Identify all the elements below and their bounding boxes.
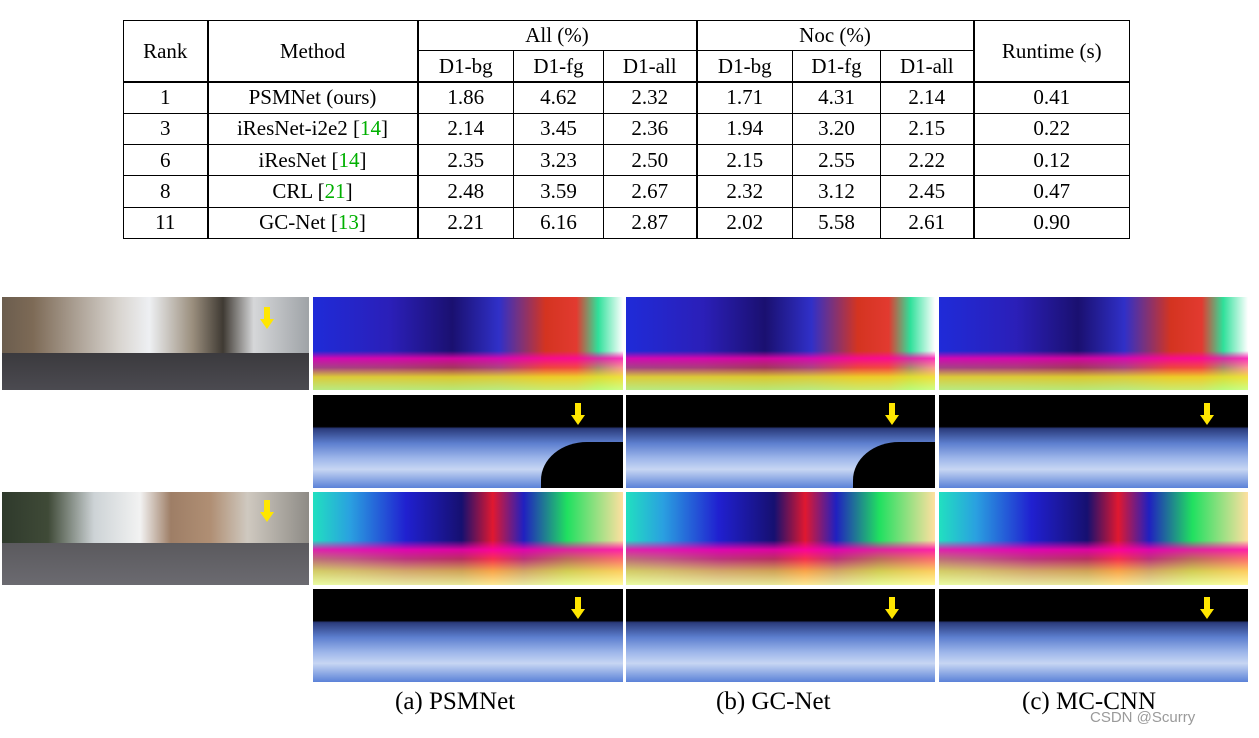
rank-cell: 1 bbox=[123, 81, 208, 114]
rank-cell: 3 bbox=[123, 112, 208, 146]
caption-mccnn: (c) MC-CNN bbox=[1022, 688, 1157, 715]
noc-d1fg-cell: 2.55 bbox=[792, 144, 881, 177]
method-cell: PSMNet (ours) bbox=[206, 81, 418, 114]
header-all-d1bg: D1-bg bbox=[416, 50, 514, 83]
all-d1all-cell: 2.67 bbox=[603, 175, 697, 208]
citation-link[interactable]: 21 bbox=[324, 179, 346, 204]
runtime-cell: 0.22 bbox=[972, 112, 1131, 146]
header-rank: Rank bbox=[123, 20, 208, 83]
method-name: GC-Net bbox=[259, 210, 326, 235]
psmnet-error-map-1 bbox=[313, 395, 623, 488]
gcnet-error-map-2 bbox=[626, 589, 935, 682]
table-row: 8 CRL [21] 2.48 3.59 2.67 2.32 3.12 2.45… bbox=[123, 175, 1131, 208]
watermark: CSDN @Scurry bbox=[1090, 709, 1196, 726]
table-row: 6 iResNet [14] 2.35 3.23 2.50 2.15 2.55 … bbox=[123, 144, 1131, 177]
all-d1all-cell: 2.32 bbox=[603, 81, 697, 114]
all-d1all-cell: 2.50 bbox=[603, 144, 697, 177]
noc-d1fg-cell: 3.20 bbox=[792, 112, 881, 146]
all-d1fg-cell: 3.59 bbox=[513, 175, 604, 208]
yellow-arrow-icon bbox=[1200, 403, 1214, 425]
header-all-group: All (%) bbox=[416, 19, 697, 52]
rank-cell: 8 bbox=[123, 175, 208, 208]
mccnn-error-map-2 bbox=[939, 589, 1248, 682]
all-d1bg-cell: 2.14 bbox=[416, 112, 514, 146]
method-name: CRL bbox=[272, 179, 313, 204]
yellow-arrow-icon bbox=[885, 597, 899, 619]
header-noc-group: Noc (%) bbox=[695, 19, 975, 52]
header-noc-d1fg: D1-fg bbox=[792, 50, 881, 83]
input-street-photo-1 bbox=[2, 297, 309, 390]
method-cell: CRL [21] bbox=[206, 175, 418, 208]
header-method: Method bbox=[206, 20, 418, 83]
yellow-arrow-icon bbox=[1200, 597, 1214, 619]
gcnet-disparity-map-1 bbox=[626, 297, 935, 390]
all-d1fg-cell: 6.16 bbox=[513, 206, 604, 240]
header-noc-d1all: D1-all bbox=[879, 50, 975, 83]
all-d1bg-cell: 2.48 bbox=[416, 175, 514, 208]
runtime-cell: 0.41 bbox=[972, 81, 1131, 114]
table-row: 1 PSMNet (ours) 1.86 4.62 2.32 1.71 4.31… bbox=[123, 81, 1131, 114]
yellow-arrow-icon bbox=[571, 403, 585, 425]
all-d1all-cell: 2.87 bbox=[603, 206, 697, 240]
caption-psmnet: (a) PSMNet bbox=[395, 688, 516, 715]
psmnet-error-map-2 bbox=[313, 589, 623, 682]
noc-d1bg-cell: 2.15 bbox=[695, 144, 793, 177]
gcnet-disparity-map-2 bbox=[626, 492, 935, 585]
header-noc-d1bg: D1-bg bbox=[695, 50, 793, 83]
yellow-arrow-icon bbox=[571, 597, 585, 619]
header-all-d1fg: D1-fg bbox=[513, 50, 604, 83]
all-d1bg-cell: 2.21 bbox=[416, 206, 514, 240]
yellow-arrow-icon bbox=[260, 307, 274, 329]
noc-d1bg-cell: 1.94 bbox=[695, 112, 793, 146]
runtime-cell: 0.12 bbox=[972, 144, 1131, 177]
method-cell: iResNet [14] bbox=[206, 144, 418, 177]
runtime-cell: 0.47 bbox=[972, 175, 1131, 208]
noc-d1bg-cell: 2.32 bbox=[695, 175, 793, 208]
noc-d1all-cell: 2.45 bbox=[879, 175, 975, 208]
rank-cell: 6 bbox=[123, 144, 208, 177]
mccnn-disparity-map-1 bbox=[939, 297, 1248, 390]
rank-cell: 11 bbox=[123, 206, 208, 240]
noc-d1all-cell: 2.22 bbox=[879, 144, 975, 177]
method-name: PSMNet (ours) bbox=[248, 85, 377, 110]
noc-d1all-cell: 2.61 bbox=[879, 206, 975, 240]
all-d1fg-cell: 3.45 bbox=[513, 112, 604, 146]
header-runtime: Runtime (s) bbox=[972, 20, 1131, 83]
mccnn-error-map-1 bbox=[939, 395, 1248, 488]
all-d1bg-cell: 2.35 bbox=[416, 144, 514, 177]
citation-link[interactable]: 14 bbox=[360, 116, 382, 141]
noc-d1fg-cell: 5.58 bbox=[792, 206, 881, 240]
all-d1bg-cell: 1.86 bbox=[416, 81, 514, 114]
all-d1all-cell: 2.36 bbox=[603, 112, 697, 146]
psmnet-disparity-map-1 bbox=[313, 297, 623, 390]
results-table: Rank Method All (%) Noc (%) Runtime (s) … bbox=[123, 19, 1131, 240]
caption-gcnet: (b) GC-Net bbox=[716, 688, 831, 715]
method-cell: iResNet-i2e2 [14] bbox=[206, 112, 418, 146]
noc-d1fg-cell: 3.12 bbox=[792, 175, 881, 208]
table-row: 3 iResNet-i2e2 [14] 2.14 3.45 2.36 1.94 … bbox=[123, 112, 1131, 146]
noc-d1fg-cell: 4.31 bbox=[792, 81, 881, 114]
noc-d1bg-cell: 2.02 bbox=[695, 206, 793, 240]
all-d1fg-cell: 3.23 bbox=[513, 144, 604, 177]
citation-link[interactable]: 13 bbox=[337, 210, 359, 235]
psmnet-disparity-map-2 bbox=[313, 492, 623, 585]
input-street-photo-2 bbox=[2, 492, 309, 585]
runtime-cell: 0.90 bbox=[972, 206, 1131, 240]
mccnn-disparity-map-2 bbox=[939, 492, 1248, 585]
method-cell: GC-Net [13] bbox=[206, 206, 418, 240]
yellow-arrow-icon bbox=[260, 500, 274, 522]
all-d1fg-cell: 4.62 bbox=[513, 81, 604, 114]
header-all-d1all: D1-all bbox=[603, 50, 697, 83]
table-row: 11 GC-Net [13] 2.21 6.16 2.87 2.02 5.58 … bbox=[123, 206, 1131, 240]
method-name: iResNet bbox=[258, 147, 327, 172]
gcnet-error-map-1 bbox=[626, 395, 935, 488]
method-name: iResNet-i2e2 bbox=[236, 116, 348, 141]
noc-d1all-cell: 2.14 bbox=[879, 81, 975, 114]
yellow-arrow-icon bbox=[885, 403, 899, 425]
noc-d1all-cell: 2.15 bbox=[879, 112, 975, 146]
noc-d1bg-cell: 1.71 bbox=[695, 81, 793, 114]
citation-link[interactable]: 14 bbox=[338, 147, 360, 172]
